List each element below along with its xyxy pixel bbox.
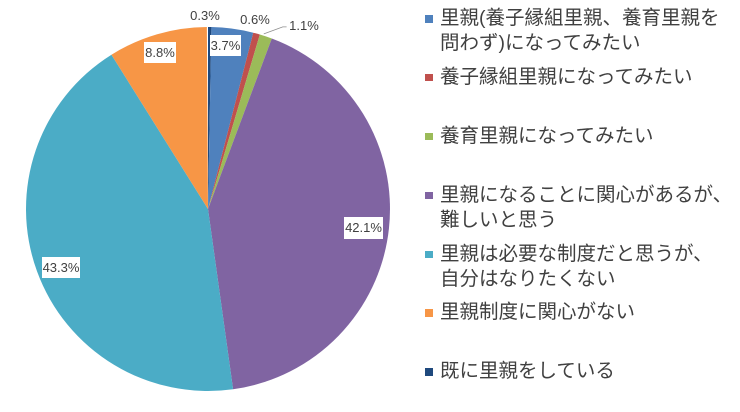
svg-text:0.6%: 0.6% [240, 12, 270, 27]
svg-text:43.3%: 43.3% [43, 260, 80, 275]
svg-text:42.1%: 42.1% [345, 220, 382, 235]
svg-text:3.7%: 3.7% [211, 38, 241, 53]
svg-text:0.3%: 0.3% [190, 8, 220, 23]
svg-text:8.8%: 8.8% [145, 45, 175, 60]
svg-text:1.1%: 1.1% [289, 18, 319, 33]
